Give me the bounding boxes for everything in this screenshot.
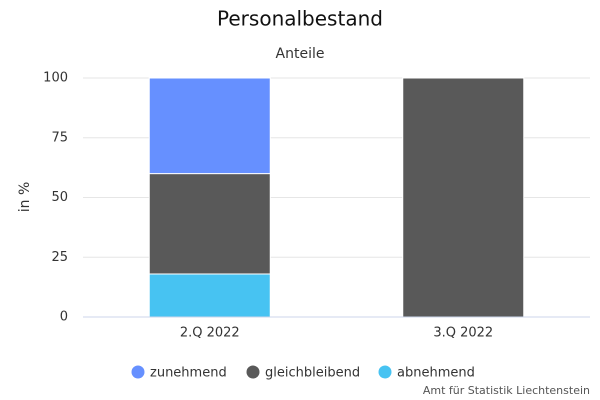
bar-segment bbox=[148, 77, 271, 175]
y-tick-label: 25 bbox=[51, 250, 68, 265]
chart-title: Personalbestand bbox=[217, 7, 383, 31]
bar-segment bbox=[148, 273, 271, 318]
y-tick-label: 100 bbox=[43, 71, 68, 86]
legend-label: zunehmend bbox=[150, 366, 227, 381]
chart-subtitle: Anteile bbox=[276, 46, 325, 62]
y-axis-label: in % bbox=[17, 182, 33, 213]
legend-label: abnehmend bbox=[397, 366, 475, 381]
bar-segment bbox=[402, 77, 525, 318]
credit: Amt für Statistik Liechtenstein bbox=[423, 384, 590, 397]
legend-marker bbox=[246, 365, 260, 379]
y-tick-label: 50 bbox=[51, 190, 68, 205]
legend-marker bbox=[131, 365, 145, 379]
x-tick-label: 3.Q 2022 bbox=[433, 326, 493, 341]
y-tick-label: 0 bbox=[60, 310, 68, 325]
legend-label: gleichbleibend bbox=[265, 366, 360, 381]
legend-marker bbox=[378, 365, 392, 379]
bar-segment bbox=[148, 173, 271, 275]
x-tick-label: 2.Q 2022 bbox=[180, 326, 240, 341]
y-tick-label: 75 bbox=[51, 130, 68, 145]
